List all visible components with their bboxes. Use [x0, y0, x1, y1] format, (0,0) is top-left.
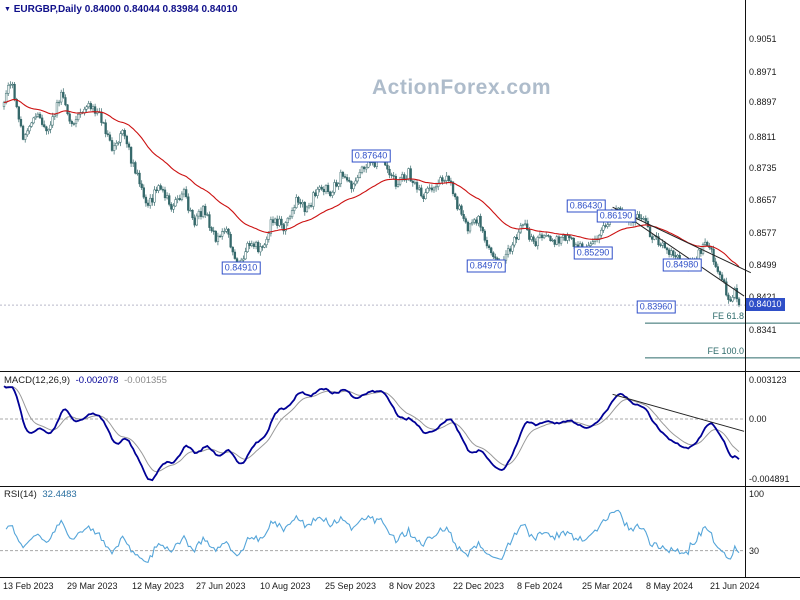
symbol-quotes: 0.84000 0.84044 0.83984 0.84010: [84, 4, 238, 15]
symbol-header: ▼ EURGBP,Daily 0.84000 0.84044 0.83984 0…: [4, 4, 238, 15]
rsi-value: 32.4483: [42, 489, 77, 500]
macd-value-main: -0.002078: [75, 375, 119, 386]
rsi-label: RSI(14): [4, 489, 37, 500]
rsi-header: RSI(14) 32.4483: [4, 489, 77, 500]
watermark: ActionForex.com: [372, 76, 552, 99]
macd-header: MACD(12,26,9) -0.002078 -0.001355: [4, 375, 167, 386]
symbol-name: EURGBP,Daily: [13, 4, 82, 15]
macd-value-signal: -0.001355: [124, 375, 167, 386]
triangle-icon: ▼: [4, 6, 11, 13]
macd-label: MACD(12,26,9): [4, 375, 70, 386]
